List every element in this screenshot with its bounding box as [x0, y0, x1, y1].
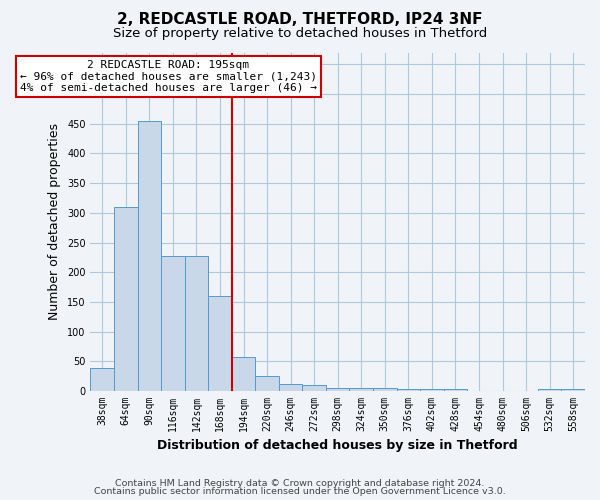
Bar [326, 388, 349, 391]
Text: Contains public sector information licensed under the Open Government Licence v3: Contains public sector information licen… [94, 487, 506, 496]
X-axis label: Distribution of detached houses by size in Thetford: Distribution of detached houses by size … [157, 440, 518, 452]
Bar [349, 388, 373, 391]
Bar [161, 256, 185, 391]
Text: Contains HM Land Registry data © Crown copyright and database right 2024.: Contains HM Land Registry data © Crown c… [115, 478, 485, 488]
Bar [302, 385, 326, 391]
Bar [208, 296, 232, 391]
Bar [397, 388, 420, 391]
Bar [114, 207, 137, 391]
Bar [279, 384, 302, 391]
Text: 2, REDCASTLE ROAD, THETFORD, IP24 3NF: 2, REDCASTLE ROAD, THETFORD, IP24 3NF [117, 12, 483, 28]
Bar [538, 388, 562, 391]
Bar [255, 376, 279, 391]
Bar [420, 390, 443, 391]
Bar [443, 390, 467, 391]
Bar [91, 368, 114, 391]
Bar [232, 357, 255, 391]
Text: 2 REDCASTLE ROAD: 195sqm
← 96% of detached houses are smaller (1,243)
4% of semi: 2 REDCASTLE ROAD: 195sqm ← 96% of detach… [20, 60, 317, 93]
Bar [562, 388, 585, 391]
Text: Size of property relative to detached houses in Thetford: Size of property relative to detached ho… [113, 28, 487, 40]
Bar [185, 256, 208, 391]
Y-axis label: Number of detached properties: Number of detached properties [49, 124, 61, 320]
Bar [373, 388, 397, 391]
Bar [137, 121, 161, 391]
